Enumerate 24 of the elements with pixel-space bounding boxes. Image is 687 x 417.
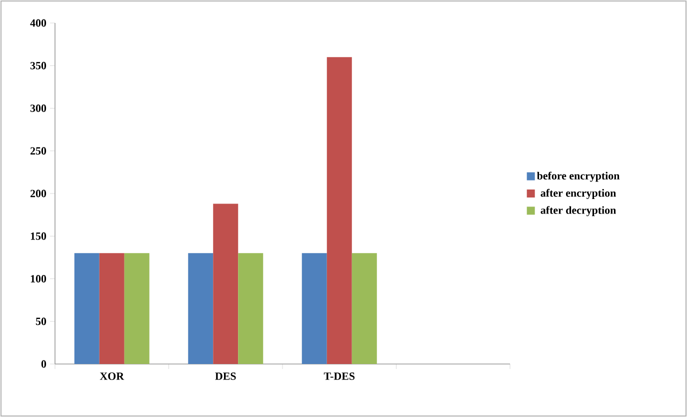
bar (213, 204, 238, 364)
x-tick-label: XOR (100, 372, 124, 380)
y-tick-label: 400 (30, 19, 46, 27)
legend-label: after encryption (540, 188, 616, 199)
bar (124, 253, 150, 364)
bar (326, 57, 352, 364)
y-tick-label: 300 (30, 104, 46, 112)
legend-label: after decryption (540, 206, 616, 216)
bar (74, 253, 100, 364)
y-tick-label: 150 (30, 232, 46, 240)
x-tick-label: T-DES (324, 372, 355, 380)
y-tick-label: 50 (36, 318, 46, 326)
y-tick-label: 250 (30, 147, 46, 155)
bar (99, 253, 124, 364)
bar (238, 253, 264, 364)
y-tick-label: 100 (30, 275, 46, 282)
x-tick-label: DES (215, 372, 236, 380)
bar (352, 253, 377, 364)
bar (188, 253, 214, 364)
legend-label: before encryption (536, 172, 620, 182)
y-tick-label: 0 (41, 360, 46, 368)
y-tick-label: 350 (30, 62, 46, 70)
y-tick-label: 200 (30, 190, 46, 198)
bar (302, 253, 327, 364)
